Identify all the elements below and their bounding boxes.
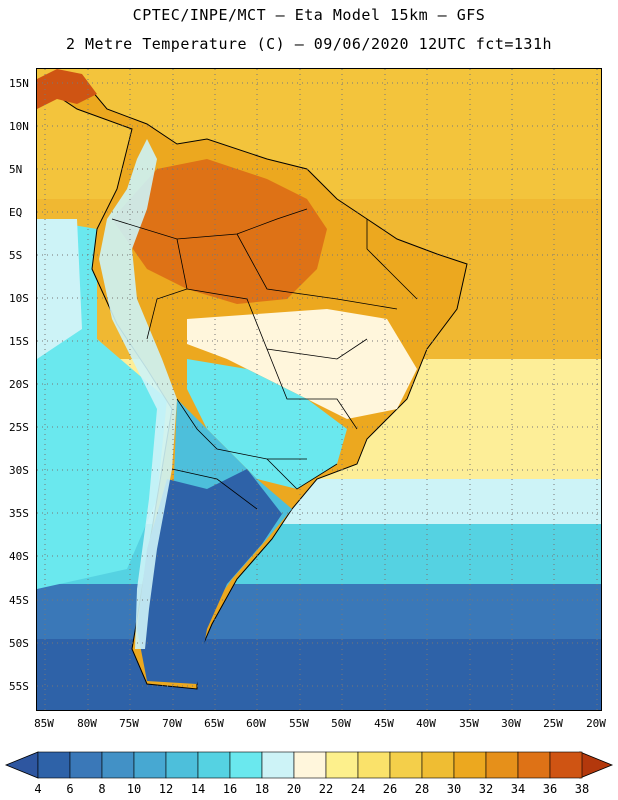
lat-label: 15S [9,335,29,348]
lon-label: 70W [162,717,182,730]
colorbar-label: 22 [318,782,334,796]
lat-label: 40S [9,550,29,563]
graticule [37,69,601,710]
lon-label: 65W [204,717,224,730]
lon-label: 25W [543,717,563,730]
colorbar-cell [325,751,359,779]
pacific-mild [37,219,82,359]
colorbar-label: 38 [574,782,590,796]
colorbar-label: 32 [478,782,494,796]
lon-label: 55W [289,717,309,730]
colorbar-label: 18 [254,782,270,796]
colorbar-label: 28 [414,782,430,796]
colorbar-cell [37,751,71,779]
andes-ridge [99,139,177,649]
southeast-cool [187,359,347,489]
colorbar-label: 12 [158,782,174,796]
colorbar-cell [101,751,135,779]
lon-label: 75W [119,717,139,730]
colorbar-cell [261,751,295,779]
lon-label: 50W [331,717,351,730]
colorbar-cell [133,751,167,779]
lon-label: 80W [77,717,97,730]
lat-label: 50S [9,637,29,650]
colorbar-cell [389,751,423,779]
colorbar-label: 16 [222,782,238,796]
colorbar-below-arrow [4,751,39,779]
colorbar-above-arrow [579,751,614,779]
colorbar-cell [197,751,231,779]
colorbar-cell [549,751,583,779]
colorbar-label: 8 [98,782,106,796]
chart-title-line-2: 2 Metre Temperature (C) – 09/06/2020 12U… [65,35,553,53]
colorbar-cell [293,751,327,779]
lat-label: 20S [9,378,29,391]
lon-label: 35W [459,717,479,730]
patagonia-cold [137,469,282,684]
ocean-polar [37,639,601,710]
lon-label: 60W [246,717,266,730]
colorbar-cell [357,751,391,779]
ocean-cold [37,584,601,639]
chart-title-line-1: CPTEC/INPE/MCT – Eta Model 15km – GFS [132,6,486,24]
lat-label: 35S [9,507,29,520]
colorbar-cell [485,751,519,779]
colorbar-label: 10 [126,782,142,796]
amazon-hot [112,159,327,304]
colorbar-cell [229,751,263,779]
colorbar-label: 14 [190,782,206,796]
colorbar-cell [517,751,551,779]
colorbar-cell [69,751,103,779]
colorbar-cell [165,751,199,779]
lon-label: 40W [416,717,436,730]
colorbar-label: 24 [350,782,366,796]
lat-label: 10N [9,120,29,133]
colorbar-label: 20 [286,782,302,796]
colorbar-label: 30 [446,782,462,796]
central-america [37,69,97,109]
colorbar-label: 4 [34,782,42,796]
lat-label: 5N [9,163,23,176]
lon-label: 45W [374,717,394,730]
colorbar-label: 26 [382,782,398,796]
lat-label: 45S [9,594,29,607]
lon-label: 20W [586,717,606,730]
lat-label: 55S [9,680,29,693]
colorbar-label: 36 [542,782,558,796]
colorbar-cell [421,751,455,779]
colorbar-label: 34 [510,782,526,796]
lat-label: 30S [9,464,29,477]
lat-label: 25S [9,421,29,434]
central-mild [187,309,417,419]
lon-label: 30W [501,717,521,730]
colorbar-cell [453,751,487,779]
lon-label: 85W [34,717,54,730]
lat-label: EQ [9,206,23,219]
lat-label: 5S [9,249,23,262]
temperature-map [37,69,601,710]
lat-label: 15N [9,77,29,90]
map-panel[interactable] [36,68,602,711]
country-borders [111,208,418,510]
colorbar [4,751,614,779]
lat-label: 10S [9,292,29,305]
colorbar-label: 6 [66,782,74,796]
